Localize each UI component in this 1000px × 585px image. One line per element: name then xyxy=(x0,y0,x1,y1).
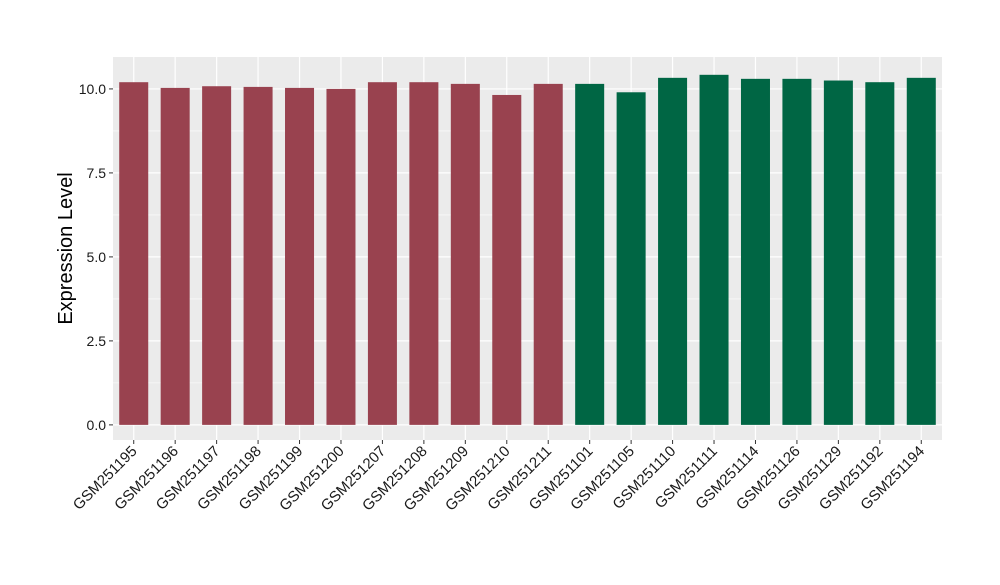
bar-GSM251198 xyxy=(243,86,273,425)
bar-GSM251196 xyxy=(160,87,190,425)
bar-GSM251207 xyxy=(367,82,397,425)
bar-GSM251210 xyxy=(492,94,522,425)
y-tick-label: 5.0 xyxy=(87,249,107,265)
plot-panel xyxy=(113,57,942,440)
y-axis-title: Expression Level xyxy=(55,172,77,324)
bar-GSM251101 xyxy=(575,83,605,425)
bars-group xyxy=(119,74,936,425)
bar-GSM251105 xyxy=(616,92,646,425)
bar-GSM251111 xyxy=(699,74,729,425)
bar-GSM251110 xyxy=(658,77,688,425)
bar-GSM251197 xyxy=(202,86,232,425)
y-tick-label: 10.0 xyxy=(79,81,106,97)
bar-GSM251194 xyxy=(906,77,936,425)
y-tick-label: 2.5 xyxy=(87,333,107,349)
y-tick-label: 0.0 xyxy=(87,417,107,433)
bar-GSM251211 xyxy=(533,83,563,425)
bar-GSM251208 xyxy=(409,82,439,425)
bar-GSM251209 xyxy=(450,83,480,425)
y-tick-label: 7.5 xyxy=(87,165,107,181)
bar-GSM251199 xyxy=(285,87,315,425)
y-axis: 0.0 2.5 5.0 7.5 10.0 xyxy=(79,81,113,433)
bar-GSM251114 xyxy=(740,78,770,425)
bar-GSM251195 xyxy=(119,82,149,425)
bar-GSM251192 xyxy=(865,82,895,425)
x-axis: GSM251195GSM251196GSM251197GSM251198GSM2… xyxy=(70,440,928,514)
bar-GSM251200 xyxy=(326,88,356,425)
bar-GSM251129 xyxy=(823,80,853,425)
bar-GSM251126 xyxy=(782,78,812,425)
